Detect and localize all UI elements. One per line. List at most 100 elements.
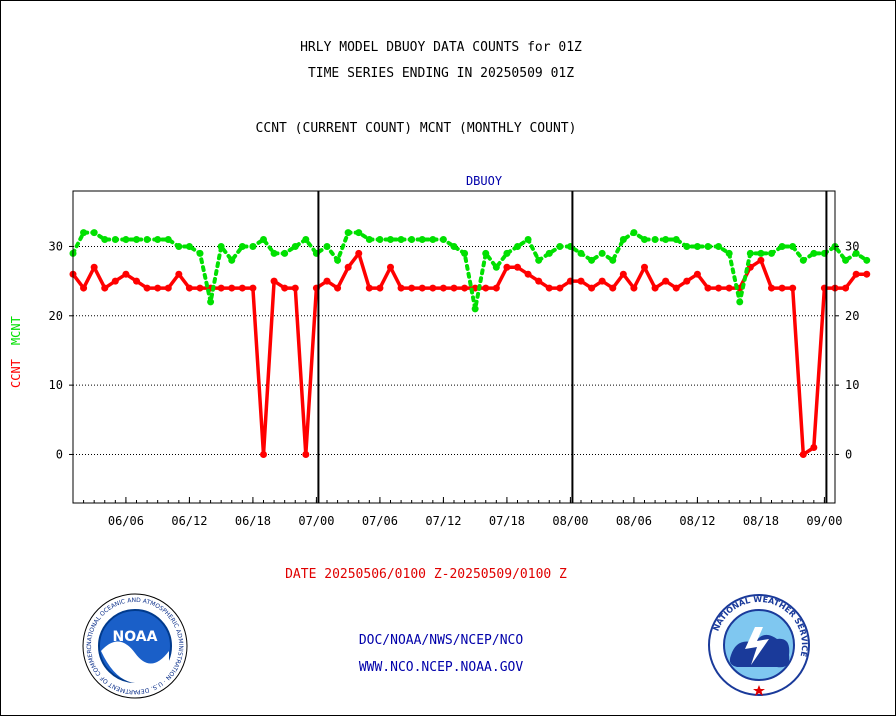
- ccnt-data-point: [545, 284, 553, 292]
- ccnt-data-point: [842, 284, 850, 292]
- y-tick-label-right: 30: [845, 239, 859, 253]
- x-tick-label: 08/18: [743, 514, 779, 528]
- mcnt-data-point: [683, 242, 691, 250]
- x-tick-label: 06/18: [235, 514, 271, 528]
- mcnt-data-point: [249, 242, 257, 250]
- mcnt-data-point: [175, 242, 183, 250]
- ccnt-data-point: [492, 284, 500, 292]
- mcnt-data-point: [482, 249, 490, 257]
- mcnt-data-point: [344, 229, 352, 237]
- mcnt-data-point: [376, 236, 384, 244]
- x-tick-label: 07/18: [489, 514, 525, 528]
- ccnt-data-point: [344, 263, 352, 271]
- ccnt-data-point: [789, 284, 797, 292]
- x-tick-label: 07/00: [298, 514, 334, 528]
- chart-title-line-2: TIME SERIES ENDING IN 20250509 01Z: [307, 66, 575, 81]
- ccnt-data-point: [101, 284, 109, 292]
- mcnt-data-point: [207, 298, 215, 306]
- mcnt-data-point: [535, 256, 543, 264]
- mcnt-data-point: [630, 229, 638, 237]
- mcnt-data-point: [397, 236, 405, 244]
- mcnt-data-point: [90, 229, 98, 237]
- mcnt-data-point: [80, 229, 88, 237]
- mcnt-data-point: [799, 256, 807, 264]
- ccnt-data-point: [482, 284, 490, 292]
- ccnt-data-point: [863, 270, 871, 278]
- ccnt-data-point: [577, 277, 585, 285]
- ccnt-data-point: [387, 263, 394, 271]
- mcnt-data-point: [693, 242, 701, 250]
- mcnt-data-point: [334, 256, 342, 264]
- ccnt-data-point: [365, 284, 373, 292]
- mcnt-data-point: [789, 242, 797, 250]
- ccnt-data-point: [799, 450, 807, 458]
- ccnt-data-point: [122, 270, 130, 278]
- mcnt-data-point: [503, 249, 511, 257]
- ccnt-data-point: [630, 284, 638, 292]
- nws-logo-icon: NATIONAL WEATHER SERVICE: [708, 594, 810, 696]
- y-axis-label-ccnt: CCNT: [9, 359, 23, 388]
- ccnt-data-point: [408, 284, 416, 292]
- mcnt-data-point: [143, 236, 151, 244]
- y-tick-label-left: 20: [49, 309, 63, 323]
- website-link[interactable]: WWW.NCO.NCEP.NOAA.GOV: [358, 660, 524, 675]
- mcnt-data-point: [450, 242, 458, 250]
- mcnt-data-point: [588, 256, 596, 264]
- ccnt-data-point: [609, 284, 617, 292]
- ccnt-data-point: [535, 277, 543, 285]
- ccnt-data-point: [503, 263, 511, 271]
- mcnt-data-point: [746, 249, 754, 257]
- mcnt-data-point: [672, 236, 680, 244]
- mcnt-data-point: [270, 249, 278, 257]
- ccnt-data-point: [641, 263, 648, 271]
- mcnt-data-point: [778, 242, 786, 250]
- noaa-logo: NOAA NATIONAL OCEANIC AND ATMOSPHERIC AD…: [77, 586, 191, 705]
- x-tick-label: 06/12: [171, 514, 207, 528]
- ccnt-data-point: [281, 284, 289, 292]
- y-axis-label-mcnt: MCNT: [9, 316, 23, 345]
- mcnt-data-point: [185, 242, 193, 250]
- y-tick-label-left: 10: [49, 378, 63, 392]
- ccnt-data-point: [133, 277, 140, 285]
- mcnt-series-line: [71, 230, 869, 310]
- ccnt-data-point: [418, 284, 426, 292]
- ccnt-data-point: [693, 270, 701, 278]
- mcnt-data-point: [545, 249, 553, 257]
- grid-layer: [73, 245, 835, 455]
- ccnt-data-point: [768, 284, 775, 292]
- ccnt-data-point: [439, 284, 447, 292]
- ccnt-data-point: [683, 277, 691, 285]
- mcnt-data-point: [408, 236, 416, 244]
- org-line: DOC/NOAA/NWS/NCEP/NCO: [358, 633, 524, 648]
- noaa-logo-icon: NOAA NATIONAL OCEANIC AND ATMOSPHERIC AD…: [77, 586, 188, 699]
- mcnt-data-point: [323, 242, 331, 250]
- mcnt-data-point: [651, 236, 659, 244]
- mcnt-data-point: [133, 236, 140, 244]
- ccnt-data-point: [154, 284, 162, 292]
- mcnt-data-point: [556, 242, 564, 250]
- ccnt-data-point: [228, 284, 236, 292]
- y-tick-label-right: 10: [845, 378, 859, 392]
- ccnt-data-point: [302, 450, 310, 458]
- mcnt-data-point: [725, 249, 733, 257]
- mcnt-data-point: [863, 256, 871, 264]
- mcnt-data-point: [429, 236, 437, 244]
- ccnt-series-line: [71, 251, 867, 457]
- mcnt-data-point: [715, 242, 723, 250]
- ccnt-data-point: [175, 270, 183, 278]
- mcnt-data-point: [662, 236, 670, 244]
- frame-layer: [69, 190, 839, 504]
- mcnt-data-point: [641, 236, 648, 244]
- ccnt-data-point: [196, 284, 204, 292]
- ccnt-data-point: [757, 256, 765, 264]
- x-tick-label: 09/00: [806, 514, 842, 528]
- ccnt-data-point: [662, 277, 670, 285]
- mcnt-data-point: [852, 249, 860, 257]
- ccnt-data-point: [291, 284, 299, 292]
- ccnt-data-point: [619, 270, 627, 278]
- ccnt-data-point: [672, 284, 680, 292]
- ccnt-data-point: [397, 284, 405, 292]
- mcnt-data-point: [101, 236, 109, 244]
- chart-title: DBUOY: [466, 174, 503, 188]
